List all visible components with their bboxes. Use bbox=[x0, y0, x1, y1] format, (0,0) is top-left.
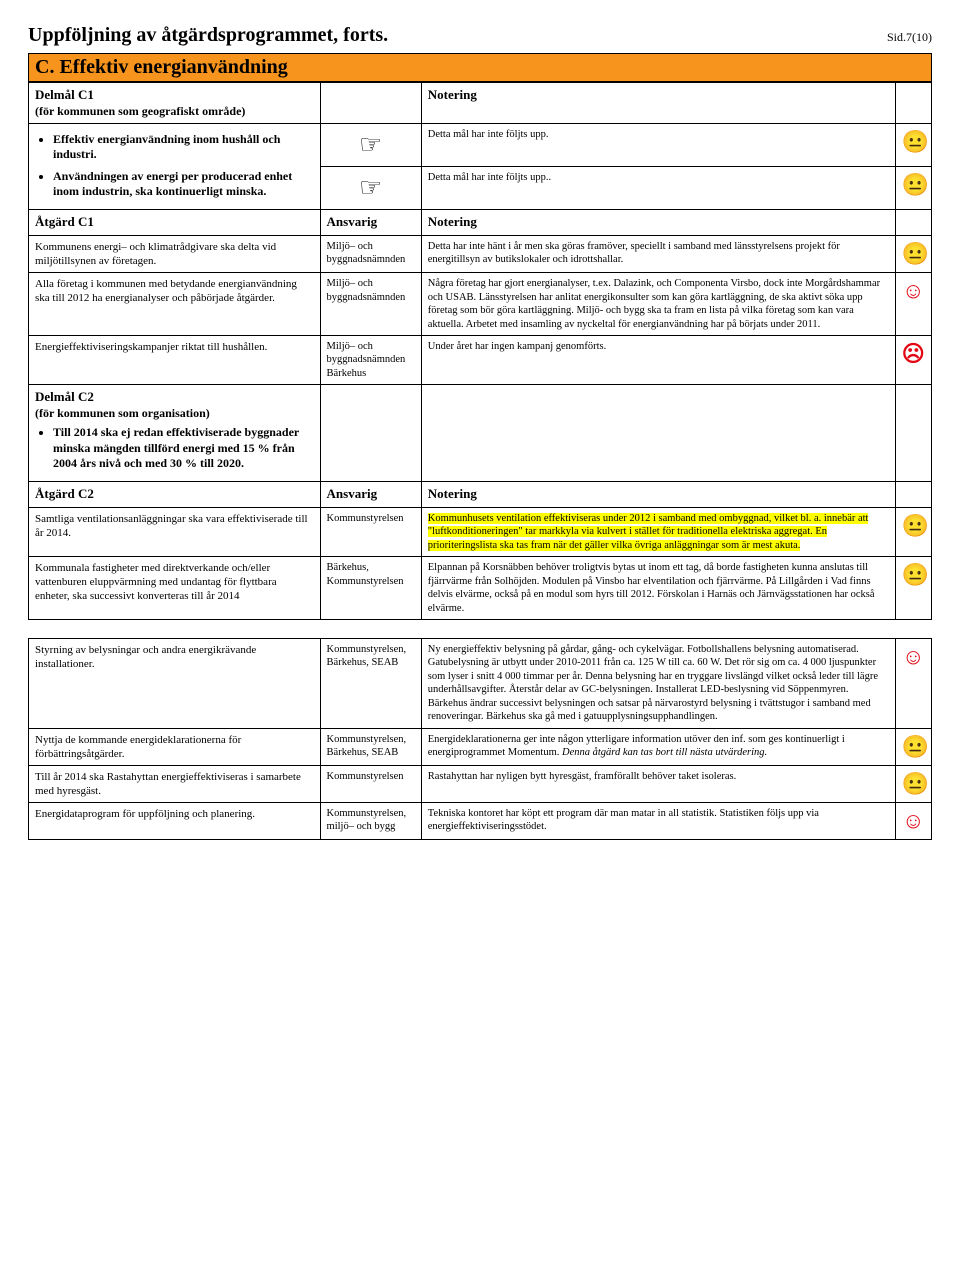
hand-icon: ☞ bbox=[320, 167, 421, 210]
delmal-c1-heading: Delmål C1 bbox=[35, 87, 314, 104]
cell-note: Ny energieffektiv belysning på gårdar, g… bbox=[421, 639, 895, 729]
cell-note: Tekniska kontoret har köpt ett program d… bbox=[421, 802, 895, 839]
delmal-c2-heading: Delmål C2 bbox=[35, 389, 314, 406]
cell-action: Energidataprogram för uppföljning och pl… bbox=[29, 802, 321, 839]
cell-note: Under året har ingen kampanj genomförts. bbox=[421, 335, 895, 384]
atgard-c2-h1: Åtgärd C2 bbox=[29, 482, 321, 508]
cell-action: Samtliga ventilationsanläggningar ska va… bbox=[29, 507, 321, 556]
atgard-c1-h3: Notering bbox=[421, 210, 895, 236]
cell-resp: Miljö– och byggnadsnämnden Bärkehus bbox=[320, 335, 421, 384]
delmal-c2-head: Delmål C2 (för kommunen som organisation… bbox=[29, 385, 321, 482]
bullet: Till 2014 ska ej redan effektiviserade b… bbox=[53, 425, 314, 471]
atgard-c2-h2: Ansvarig bbox=[320, 482, 421, 508]
cell-note: Elpannan på Korsnäbben behöver troligtvi… bbox=[421, 557, 895, 620]
empty-cell bbox=[895, 210, 931, 236]
cell-resp: Kommunstyrelsen, miljö– och bygg bbox=[320, 802, 421, 839]
cell-resp: Kommunstyrelsen, Bärkehus, SEAB bbox=[320, 728, 421, 765]
delmal-c1-bullets: Effektiv energianvändning inom hushåll o… bbox=[29, 123, 321, 209]
note-text: Detta mål har inte följts upp. bbox=[421, 123, 895, 166]
table-row: Energieffektiviseringskampanjer riktat t… bbox=[29, 335, 932, 384]
table-row: Alla företag i kommunen med betydande en… bbox=[29, 273, 932, 336]
table-row: Till år 2014 ska Rastahyttan energieffek… bbox=[29, 765, 932, 802]
table-c2b: Styrning av belysningar och andra energi… bbox=[28, 638, 932, 840]
highlight-text: Kommunhusets ventilation effektiviseras … bbox=[428, 513, 869, 551]
section-banner: C. Effektiv energianvändning bbox=[28, 53, 932, 82]
table-row: Åtgärd C1 Ansvarig Notering bbox=[29, 210, 932, 236]
cell-action: Nyttja de kommande energideklarationerna… bbox=[29, 728, 321, 765]
cell-resp: Kommunstyrelsen bbox=[320, 507, 421, 556]
page-number: Sid.7(10) bbox=[887, 30, 932, 45]
table-c1: Delmål C1 (för kommunen som geografiskt … bbox=[28, 82, 932, 620]
table-row: Effektiv energianvändning inom hushåll o… bbox=[29, 123, 932, 166]
cell-resp: Miljö– och byggnadsnämnden bbox=[320, 273, 421, 336]
cell-action: Kommunens energi– och klimatrådgivare sk… bbox=[29, 236, 321, 273]
face-icon: 😐 bbox=[895, 728, 931, 765]
page-head: Uppföljning av åtgärdsprogrammet, forts.… bbox=[28, 24, 932, 47]
delmal-c1-head: Delmål C1 (för kommunen som geografiskt … bbox=[29, 83, 321, 124]
cell-note: Några företag har gjort energianalyser, … bbox=[421, 273, 895, 336]
face-icon: ☺ bbox=[895, 802, 931, 839]
atgard-c1-h2: Ansvarig bbox=[320, 210, 421, 236]
table-row: Delmål C2 (för kommunen som organisation… bbox=[29, 385, 932, 482]
face-icon: 😐 bbox=[895, 557, 931, 620]
face-icon: ☺ bbox=[895, 273, 931, 336]
cell-action: Energieffektiviseringskampanjer riktat t… bbox=[29, 335, 321, 384]
bullet: Användningen av energi per producerad en… bbox=[53, 169, 314, 200]
atgard-c1-h1: Åtgärd C1 bbox=[29, 210, 321, 236]
face-icon: 😐 bbox=[895, 765, 931, 802]
table-row: Åtgärd C2 Ansvarig Notering bbox=[29, 482, 932, 508]
delmal-c1-sub: (för kommunen som geografiskt område) bbox=[35, 104, 314, 119]
empty-cell bbox=[320, 83, 421, 124]
table-row: Samtliga ventilationsanläggningar ska va… bbox=[29, 507, 932, 556]
cell-resp: Kommunstyrelsen bbox=[320, 765, 421, 802]
cell-action: Till år 2014 ska Rastahyttan energieffek… bbox=[29, 765, 321, 802]
cell-note: Energideklarationerna ger inte någon ytt… bbox=[421, 728, 895, 765]
empty-cell bbox=[895, 385, 931, 482]
cell-note: Kommunhusets ventilation effektiviseras … bbox=[421, 507, 895, 556]
notering-header: Notering bbox=[421, 83, 895, 124]
table-row: Kommunala fastigheter med direktverkande… bbox=[29, 557, 932, 620]
empty-cell bbox=[320, 385, 421, 482]
note-italic: Denna åtgärd kan tas bort till nästa utv… bbox=[562, 747, 767, 758]
face-icon: ☺ bbox=[895, 639, 931, 729]
cell-note: Rastahyttan har nyligen bytt hyresgäst, … bbox=[421, 765, 895, 802]
hand-icon: ☞ bbox=[320, 123, 421, 166]
cell-action: Styrning av belysningar och andra energi… bbox=[29, 639, 321, 729]
face-icon: 😐 bbox=[895, 123, 931, 166]
table-row: Kommunens energi– och klimatrådgivare sk… bbox=[29, 236, 932, 273]
cell-action: Alla företag i kommunen med betydande en… bbox=[29, 273, 321, 336]
face-icon: 😐 bbox=[895, 507, 931, 556]
empty-cell bbox=[895, 83, 931, 124]
empty-cell bbox=[421, 385, 895, 482]
table-row: Energidataprogram för uppföljning och pl… bbox=[29, 802, 932, 839]
bullet: Effektiv energianvändning inom hushåll o… bbox=[53, 132, 314, 163]
note-text: Detta mål har inte följts upp.. bbox=[421, 167, 895, 210]
cell-action: Kommunala fastigheter med direktverkande… bbox=[29, 557, 321, 620]
delmal-c2-sub: (för kommunen som organisation) bbox=[35, 406, 314, 421]
atgard-c2-h3: Notering bbox=[421, 482, 895, 508]
table-row: Delmål C1 (för kommunen som geografiskt … bbox=[29, 83, 932, 124]
table-row: Styrning av belysningar och andra energi… bbox=[29, 639, 932, 729]
face-icon: 😐 bbox=[895, 236, 931, 273]
table-row: Nyttja de kommande energideklarationerna… bbox=[29, 728, 932, 765]
cell-resp: Bärkehus, Kommunstyrelsen bbox=[320, 557, 421, 620]
face-icon: 😐 bbox=[895, 167, 931, 210]
cell-resp: Miljö– och byggnadsnämnden bbox=[320, 236, 421, 273]
page-title: Uppföljning av åtgärdsprogrammet, forts. bbox=[28, 24, 388, 47]
cell-note: Detta har inte hänt i år men ska göras f… bbox=[421, 236, 895, 273]
cell-resp: Kommunstyrelsen, Bärkehus, SEAB bbox=[320, 639, 421, 729]
empty-cell bbox=[895, 482, 931, 508]
face-icon: ☹ bbox=[895, 335, 931, 384]
